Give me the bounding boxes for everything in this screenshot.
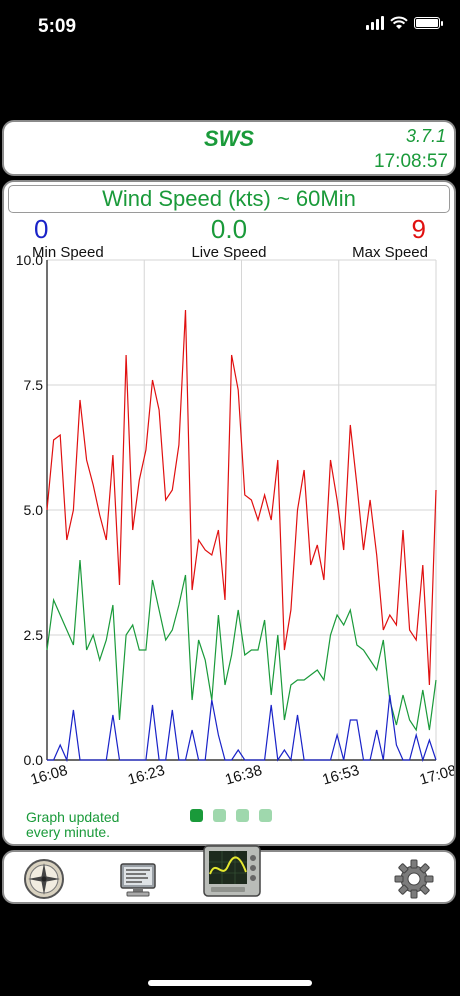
status-icons bbox=[366, 16, 443, 30]
series-line-min bbox=[47, 694, 437, 763]
page-dot[interactable] bbox=[236, 809, 249, 822]
min-speed-label: Min Speed bbox=[32, 244, 104, 261]
max-speed-label: Max Speed bbox=[352, 244, 428, 261]
max-speed-value: 9 bbox=[411, 214, 426, 244]
x-tick-label: 17:08 bbox=[418, 762, 454, 789]
compass-icon bbox=[24, 859, 64, 899]
monitor-button[interactable] bbox=[116, 858, 160, 900]
home-indicator bbox=[148, 980, 312, 986]
graph-title: Wind Speed (kts) ~ 60Min bbox=[8, 185, 450, 213]
battery-icon bbox=[414, 17, 443, 29]
series-line-live bbox=[46, 559, 437, 732]
series-line-max bbox=[46, 309, 437, 686]
signal-icon bbox=[366, 16, 384, 30]
app-name: SWS bbox=[203, 126, 255, 151]
y-tick-label: 10.0 bbox=[16, 252, 43, 268]
page-indicator[interactable] bbox=[190, 809, 272, 822]
y-tick-label: 0.0 bbox=[24, 752, 44, 768]
min-speed-value: 0 bbox=[34, 214, 49, 244]
header-panel: SWS 3.7.1 17:08:57 bbox=[2, 120, 456, 176]
bottom-toolbar bbox=[2, 845, 456, 904]
graph-update-note: Graph updated every minute. bbox=[26, 810, 119, 840]
wind-speed-chart: 0.02.55.07.510.016:08 16:23 16:38 16:53 17:0… bbox=[16, 252, 454, 789]
status-bar: 5:09 bbox=[0, 0, 460, 56]
graph-update-note-line-2: every minute. bbox=[26, 824, 111, 840]
y-tick-label: 2.5 bbox=[24, 627, 44, 643]
y-tick-label: 7.5 bbox=[24, 377, 44, 393]
y-tick-label: 5.0 bbox=[24, 502, 44, 518]
page-dot[interactable] bbox=[259, 809, 272, 822]
settings-button[interactable] bbox=[392, 858, 436, 900]
x-tick-label: 16:23 bbox=[126, 762, 167, 789]
compass-button[interactable] bbox=[22, 858, 66, 900]
page-dot[interactable] bbox=[213, 809, 226, 822]
graph-icon bbox=[203, 845, 261, 897]
graph-update-note-line-1: Graph updated bbox=[26, 809, 120, 825]
gear-icon bbox=[394, 859, 434, 899]
live-speed-label: Live Speed bbox=[191, 244, 267, 261]
clock: 17:08:57 bbox=[374, 151, 448, 172]
app-version: 3.7.1 bbox=[405, 126, 446, 146]
graph-button[interactable] bbox=[202, 842, 262, 900]
x-tick-label: 16:38 bbox=[223, 762, 264, 789]
status-time: 5:09 bbox=[38, 16, 77, 37]
monitor-icon bbox=[120, 863, 156, 897]
wind-graph-panel[interactable]: Wind Speed (kts) ~ 60Min 0 0.0 9 0.0 2.5 5… bbox=[2, 180, 456, 846]
live-speed-value: 0.0 bbox=[210, 214, 248, 244]
x-tick-label: 16:53 bbox=[320, 762, 361, 789]
wifi-icon bbox=[390, 16, 408, 29]
page-dot[interactable] bbox=[190, 809, 203, 822]
